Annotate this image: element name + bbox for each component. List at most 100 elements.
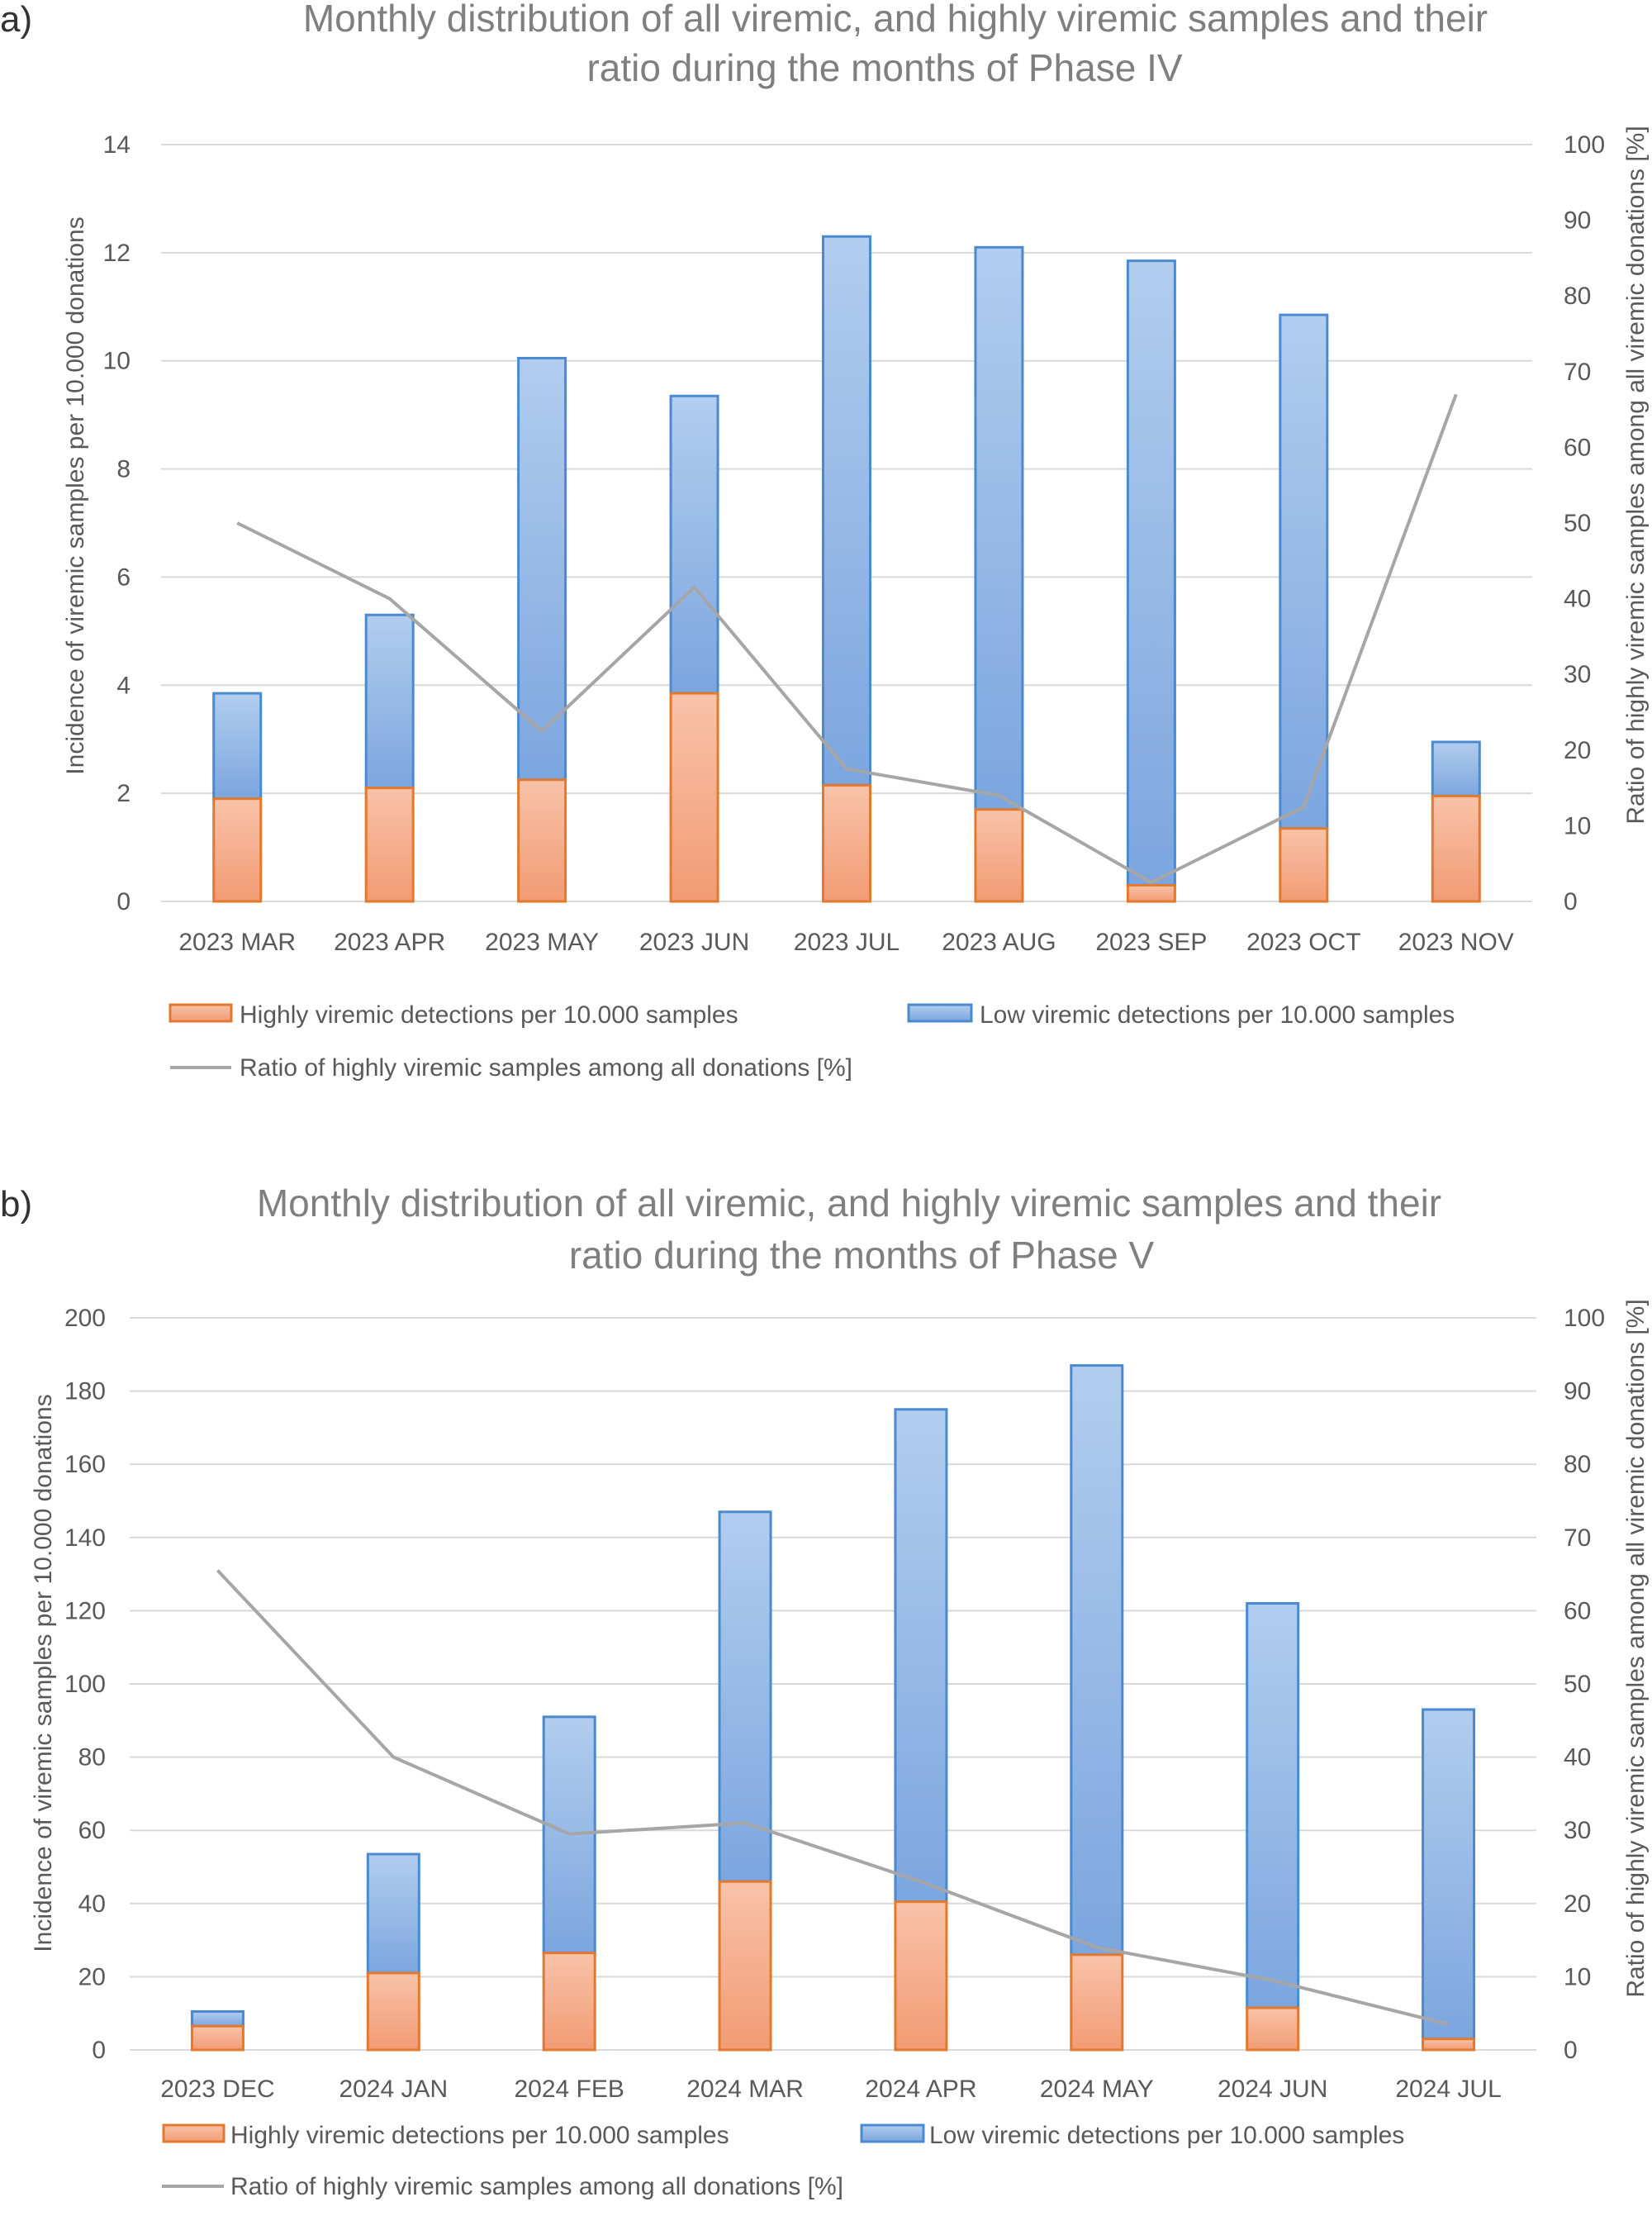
ratio-line	[216, 1569, 1450, 2026]
y2-axis-ticks: 0 10 20 30 40 50 60 70 80 90 100	[1564, 1305, 1605, 2064]
y2-tick-label: 90	[1564, 1378, 1591, 1405]
y-tick-label: 200	[64, 1305, 106, 1332]
y-tick-label: 12	[103, 240, 131, 267]
panel-label: a)	[0, 0, 32, 40]
y2-tick-label: 70	[1564, 359, 1591, 386]
x-category-label: 2023 NOV	[1398, 929, 1514, 956]
bar-low-viremic	[1279, 313, 1329, 830]
bar-highly-viremic	[366, 1971, 420, 2052]
y2-tick-label: 70	[1564, 1524, 1591, 1552]
bar-highly-viremic	[1070, 1953, 1124, 2052]
y2-tick-label: 30	[1564, 1817, 1591, 1844]
ratio-line-series	[236, 393, 1458, 885]
y-tick-label: 14	[103, 131, 131, 159]
x-category-label: 2024 MAY	[1040, 2076, 1154, 2103]
y2-axis-title: Ratio of highly viremic samples among al…	[1622, 126, 1650, 824]
y2-tick-label: 20	[1564, 737, 1591, 764]
x-category-label: 2024 MAR	[686, 2076, 804, 2103]
x-category-label: 2024 JAN	[339, 2076, 448, 2103]
chart-panel-b: b) Monthly distribution of all viremic, …	[0, 1182, 1650, 2200]
chart-title-line-2: ratio during the months of Phase IV	[586, 46, 1182, 89]
bar-highly-viremic	[1431, 794, 1481, 903]
y2-tick-label: 40	[1564, 586, 1591, 613]
y-tick-label: 120	[64, 1597, 106, 1624]
x-category-label: 2024 APR	[865, 2076, 976, 2103]
bar-low-viremic	[894, 1408, 948, 1904]
y2-axis-ticks: 0 10 20 30 40 50 60 70 80 90 100	[1564, 131, 1605, 915]
legend-label-ratio: Ratio of highly viremic samples among al…	[240, 1054, 852, 1082]
y2-tick-label: 100	[1564, 1305, 1605, 1332]
y-tick-label: 0	[92, 2037, 106, 2064]
bar-low-viremic	[1070, 1364, 1124, 1957]
bar-low-viremic	[1246, 1602, 1300, 2009]
x-category-label: 2023 MAR	[178, 929, 296, 956]
y2-tick-label: 20	[1564, 1890, 1591, 1918]
legend: Highly viremic detections per 10.000 sam…	[162, 2122, 1404, 2200]
gridlines	[130, 1317, 1536, 2051]
y2-tick-label: 30	[1564, 661, 1591, 688]
y-tick-label: 40	[78, 1890, 106, 1918]
x-category-label: 2023 JUL	[794, 929, 900, 956]
legend: Highly viremic detections per 10.000 sam…	[169, 1001, 1455, 1082]
y-tick-label: 0	[116, 888, 131, 915]
bar-low-viremic	[366, 1852, 420, 1975]
ratio-line-series	[216, 1569, 1450, 2026]
y2-tick-label: 60	[1564, 1597, 1591, 1624]
y-axis-ticks: 0 20 40 60 80 100 120 140 160 180 200	[64, 1305, 106, 2064]
bar-highly-viremic	[542, 1952, 596, 2052]
bar-highly-viremic	[894, 1900, 948, 2052]
y-tick-label: 160	[64, 1451, 106, 1478]
bar-highly-viremic	[1126, 883, 1176, 903]
bar-highly-viremic	[822, 783, 871, 903]
legend-label-ratio: Ratio of highly viremic samples among al…	[230, 2173, 843, 2200]
y2-tick-label: 90	[1564, 207, 1591, 235]
x-axis-categories: 2023 MAR 2023 APR 2023 MAY 2023 JUN 2023 JUL…	[178, 929, 1513, 956]
y-tick-label: 80	[78, 1744, 106, 1771]
bar-low-viremic	[364, 613, 415, 790]
legend-swatch-highly-viremic	[169, 1003, 233, 1023]
y-tick-label: 140	[64, 1524, 106, 1552]
legend-swatch-low-viremic	[907, 1003, 973, 1023]
bar-highly-viremic	[364, 787, 415, 903]
y-axis-ticks: 0 2 4 6 8 10 12 14	[103, 131, 131, 915]
bars	[212, 235, 1481, 903]
bar-low-viremic	[718, 1510, 772, 1883]
legend-swatch-highly-viremic	[162, 2123, 225, 2143]
chart-title-line-1: Monthly distribution of all viremic, and…	[257, 1182, 1441, 1225]
x-category-label: 2024 FEB	[514, 2076, 624, 2103]
legend-label-low-viremic: Low viremic detections per 10.000 sample…	[980, 1001, 1455, 1029]
bar-highly-viremic	[669, 692, 719, 903]
bar-low-viremic	[517, 356, 567, 782]
x-category-label: 2023 OCT	[1246, 929, 1360, 956]
bar-low-viremic	[1422, 1708, 1476, 2041]
y2-tick-label: 50	[1564, 510, 1591, 537]
x-axis-categories: 2023 DEC 2024 JAN 2024 FEB 2024 MAR 2024 APR…	[160, 2076, 1502, 2103]
bar-low-viremic	[1126, 259, 1176, 887]
y2-tick-label: 60	[1564, 434, 1591, 461]
bar-highly-viremic	[1279, 827, 1329, 903]
bar-low-viremic	[822, 235, 871, 787]
y2-tick-label: 0	[1564, 2037, 1578, 2064]
y2-tick-label: 80	[1564, 1451, 1591, 1478]
bar-low-viremic	[190, 2009, 244, 2028]
y2-tick-label: 40	[1564, 1744, 1591, 1771]
legend-swatch-low-viremic	[860, 2123, 925, 2143]
x-category-label: 2023 AUG	[942, 929, 1056, 956]
legend-label-low-viremic: Low viremic detections per 10.000 sample…	[929, 2122, 1404, 2149]
bar-highly-viremic	[190, 2024, 244, 2052]
y-tick-label: 8	[116, 456, 131, 483]
y2-axis-title: Ratio of highly viremic samples among al…	[1622, 1299, 1650, 1997]
y-tick-label: 60	[78, 1817, 106, 1844]
y-tick-label: 2	[116, 780, 131, 807]
bar-low-viremic	[974, 245, 1024, 811]
x-category-label: 2024 JUL	[1395, 2076, 1501, 2103]
legend-label-highly-viremic: Highly viremic detections per 10.000 sam…	[230, 2122, 729, 2149]
y-axis-title: Incidence of viremic samples per 10.000 …	[62, 216, 89, 774]
bar-highly-viremic	[718, 1880, 772, 2052]
y-tick-label: 20	[78, 1963, 106, 1990]
x-category-label: 2024 JUN	[1218, 2076, 1327, 2103]
bar-low-viremic	[669, 394, 719, 695]
y2-tick-label: 50	[1564, 1671, 1591, 1698]
chart-title-line-2: ratio during the months of Phase V	[569, 1234, 1155, 1277]
